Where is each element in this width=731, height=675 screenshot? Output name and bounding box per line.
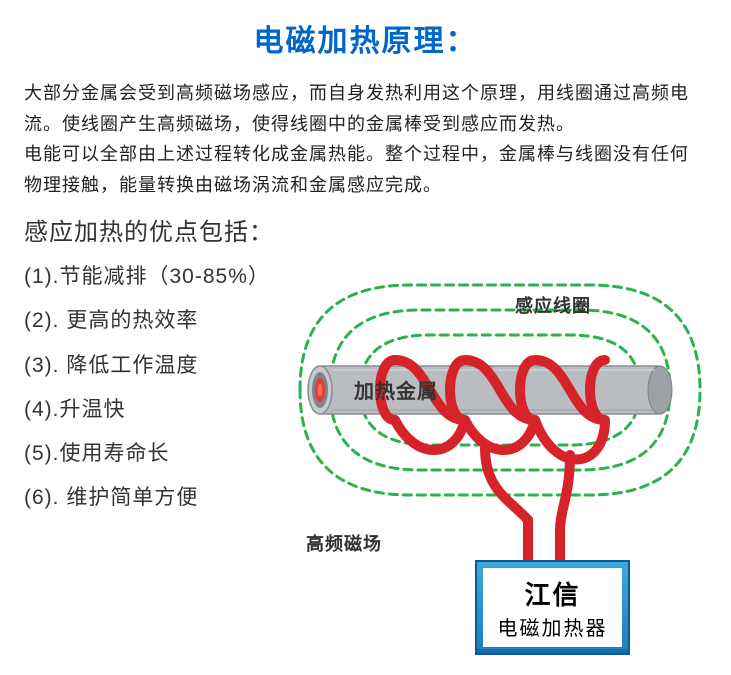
device-box: 江信 电磁加热器: [475, 560, 630, 655]
description-text: 大部分金属会受到高频磁场感应，而自身发热利用这个原理，用线圈通过高频电流。使线圈…: [0, 60, 731, 200]
coil-label: 感应线圈: [515, 292, 591, 318]
page-title: 电磁加热原理：: [0, 0, 731, 60]
device-subtitle: 电磁加热器: [498, 612, 608, 641]
induction-diagram: 感应线圈 加热金属 高频磁场 江信 电磁加热器: [280, 270, 720, 670]
field-label: 高频磁场: [306, 530, 382, 556]
advantages-heading: 感应加热的优点包括：: [0, 200, 731, 255]
metal-label: 加热金属: [354, 375, 438, 404]
device-inner: 江信 电磁加热器: [483, 568, 622, 647]
device-brand: 江信: [524, 575, 580, 612]
